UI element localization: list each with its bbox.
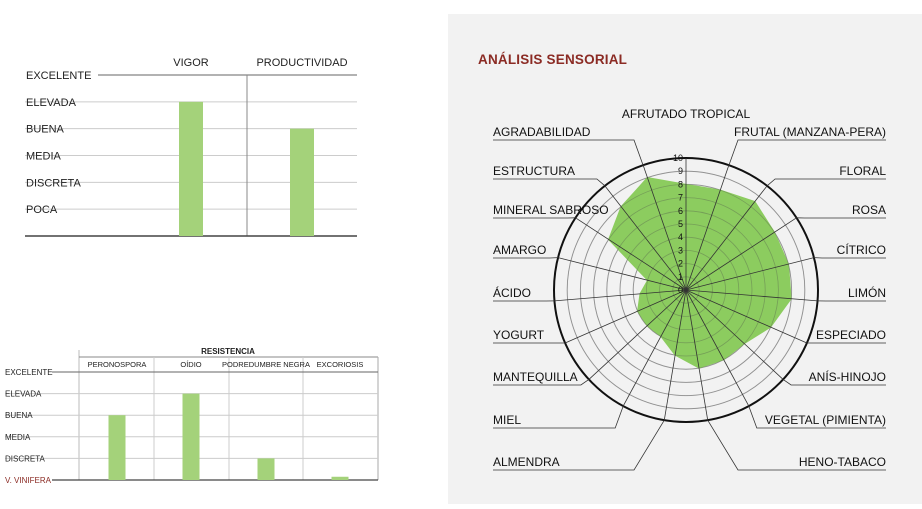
vigor-productividad-chart: EXCELENTE ELEVADA BUENA MEDIA DISCRETA POCA VI… [0,0,420,250]
radar-category-label: MINERAL SABROSO [493,203,609,217]
radar-tick-label: 10 [673,153,683,163]
category-label: PRODUCTIVIDAD [256,57,347,69]
radar-category-label: ESTRUCTURA [493,164,575,178]
level-label: ELEVADA [26,97,77,109]
radar-category-label: LIMÓN [848,285,886,300]
level-label: POCA [26,204,58,216]
bar [332,477,349,480]
radar-title: ANÁLISIS SENSORIAL [478,52,627,67]
sensorial-panel: 0 1 2 3 4 5 6 7 8 9 10 AFRUTADO TROPICAL FRUTAL (MAN… [448,14,922,504]
radar-category-label: AMARGO [493,243,546,257]
radar-category-label: FRUTAL (MANZANA-PERA) [734,125,886,139]
bar [258,458,275,480]
category-label: PERONOSPORA [88,360,147,369]
radar-category-label: CÍTRICO [837,242,886,257]
level-label: BUENA [5,411,33,420]
radar-leader-line [729,140,886,165]
bar [290,129,314,236]
resistencia-chart: RESISTENCIA EXCELENTE ELEVADA BUENA MEDIA DIS… [0,340,390,504]
vigor-productividad-svg: EXCELENTE ELEVADA BUENA MEDIA DISCRETA POCA VI… [0,0,420,250]
level-label: EXCELENTE [26,70,91,82]
bar [179,102,203,236]
radar-tick-label: 4 [678,232,683,242]
radar-tick-label: 8 [678,179,683,189]
radar-category-label: HENO-TABACO [799,455,886,469]
level-label: EXCELENTE [5,368,53,377]
radar-category-label: ROSA [852,203,886,217]
radar-tick-label: 5 [678,219,683,229]
radar-category-label: AGRADABILIDAD [493,125,591,139]
radar-category-label: ANÍS-HINOJO [809,369,886,384]
bar [109,415,126,480]
radar-category-label: AFRUTADO TROPICAL [622,107,751,121]
resistencia-svg: RESISTENCIA EXCELENTE ELEVADA BUENA MEDIA DIS… [0,340,390,504]
category-label: OÍDIO [180,360,201,369]
radar-tick-label: 9 [678,166,683,176]
level-label: DISCRETA [26,177,81,189]
resistencia-title: RESISTENCIA [201,347,255,356]
radar-category-label: MANTEQUILLA [493,370,578,384]
sensorial-radar-svg: 0 1 2 3 4 5 6 7 8 9 10 AFRUTADO TROPICAL FRUTAL (MAN… [448,14,922,504]
radar-category-label: ESPECIADO [816,328,886,342]
radar-leader-line [493,179,605,186]
level-label: DISCRETA [5,454,46,463]
category-label: PODREDUMBRE NEGRA [222,360,310,369]
radar-category-label: MIEL [493,413,521,427]
level-label: BUENA [26,124,65,136]
level-label: MEDIA [26,151,62,163]
radar-tick-label: 0 [678,285,683,295]
level-label: MEDIA [5,433,31,442]
radar-leader-line [767,179,886,186]
radar-tick-label: 1 [678,272,683,282]
radar-tick-label: 6 [678,206,683,216]
radar-category-label: ÁCIDO [493,285,531,300]
category-label: VIGOR [173,57,209,69]
radar-category-label: VEGETAL (PIMIENTA) [765,413,886,427]
bar [183,394,200,480]
level-label: ELEVADA [5,390,42,399]
radar-tick-label: 7 [678,193,683,203]
radar-tick-label: 3 [678,245,683,255]
radar-tick-label: 2 [678,259,683,269]
radar-category-label: ALMENDRA [493,455,560,469]
radar-leader-line [493,140,643,165]
radar-category-label: FLORAL [839,164,886,178]
category-label: EXCORIOSIS [317,360,364,369]
radar-category-label: YOGURT [493,328,545,342]
baseline-label: V. VINIFERA [5,476,52,485]
